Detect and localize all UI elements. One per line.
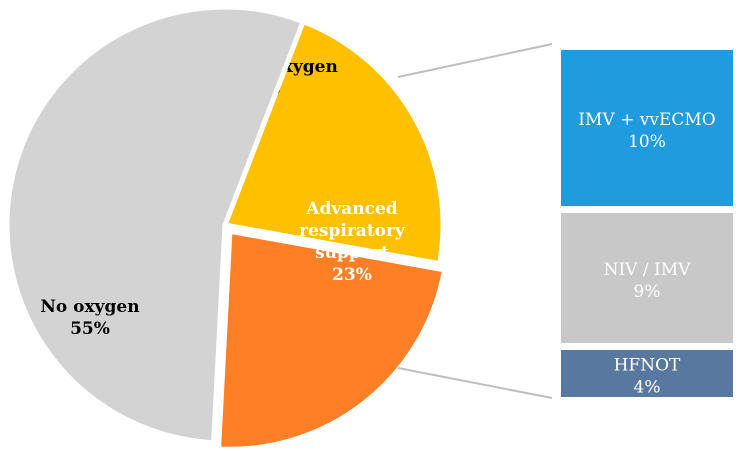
pie-label-advanced-respiratory-support-line-3: support <box>315 243 389 263</box>
pie-percent-advanced-respiratory-support: 23% <box>332 265 372 285</box>
pie-slice-advanced-respiratory-support <box>215 228 448 451</box>
pie-label-advanced-respiratory-support-line-2: respiratory <box>299 221 406 241</box>
bar-label-hfnot: HFNOT <box>614 356 681 376</box>
bar-segment-imv-vvecmo <box>561 50 733 206</box>
bar-segment-hfnot <box>561 350 733 397</box>
bar-percent-niv-imv: 9% <box>634 282 661 302</box>
bar-percent-hfnot: 4% <box>634 378 661 398</box>
connector-line-bottom <box>397 367 553 399</box>
pie-percent-no-oxygen: 55% <box>70 319 110 339</box>
bar-segment-niv-imv <box>561 213 733 343</box>
pie-slice-low-flow-oxygen <box>221 18 446 267</box>
connector-line-top <box>397 43 553 78</box>
pie-label-advanced-respiratory-support-line-1: Advanced <box>305 199 397 219</box>
pie-slice-no-oxygen <box>4 4 307 446</box>
bar-percent-imv-vvecmo: 10% <box>628 132 666 152</box>
pie-label-no-oxygen: No oxygen <box>40 297 139 317</box>
bar-label-niv-imv: NIV / IMV <box>604 260 692 280</box>
pie: Low-flow oxygen22%Advancedrespiratorysup… <box>4 4 448 451</box>
connector-lines <box>397 43 553 399</box>
bar-label-imv-vvecmo: IMV + vvECMO <box>578 110 715 130</box>
